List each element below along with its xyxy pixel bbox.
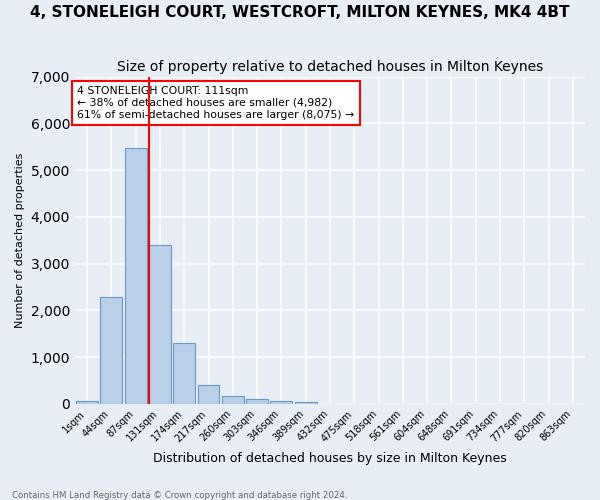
- Text: 4 STONELEIGH COURT: 111sqm
← 38% of detached houses are smaller (4,982)
61% of s: 4 STONELEIGH COURT: 111sqm ← 38% of deta…: [77, 86, 355, 120]
- Bar: [246, 400, 268, 404]
- Bar: [295, 402, 317, 404]
- Bar: [100, 297, 122, 404]
- Text: Contains HM Land Registry data © Crown copyright and database right 2024.: Contains HM Land Registry data © Crown c…: [12, 490, 347, 500]
- Bar: [125, 148, 146, 404]
- Bar: [271, 401, 292, 404]
- Bar: [222, 396, 244, 404]
- Y-axis label: Number of detached properties: Number of detached properties: [15, 152, 25, 328]
- Bar: [173, 342, 195, 404]
- Text: 4, STONELEIGH COURT, WESTCROFT, MILTON KEYNES, MK4 4BT: 4, STONELEIGH COURT, WESTCROFT, MILTON K…: [30, 5, 570, 20]
- Bar: [197, 384, 220, 404]
- Bar: [76, 401, 98, 404]
- Bar: [149, 245, 171, 404]
- Title: Size of property relative to detached houses in Milton Keynes: Size of property relative to detached ho…: [117, 60, 543, 74]
- X-axis label: Distribution of detached houses by size in Milton Keynes: Distribution of detached houses by size …: [153, 452, 507, 465]
